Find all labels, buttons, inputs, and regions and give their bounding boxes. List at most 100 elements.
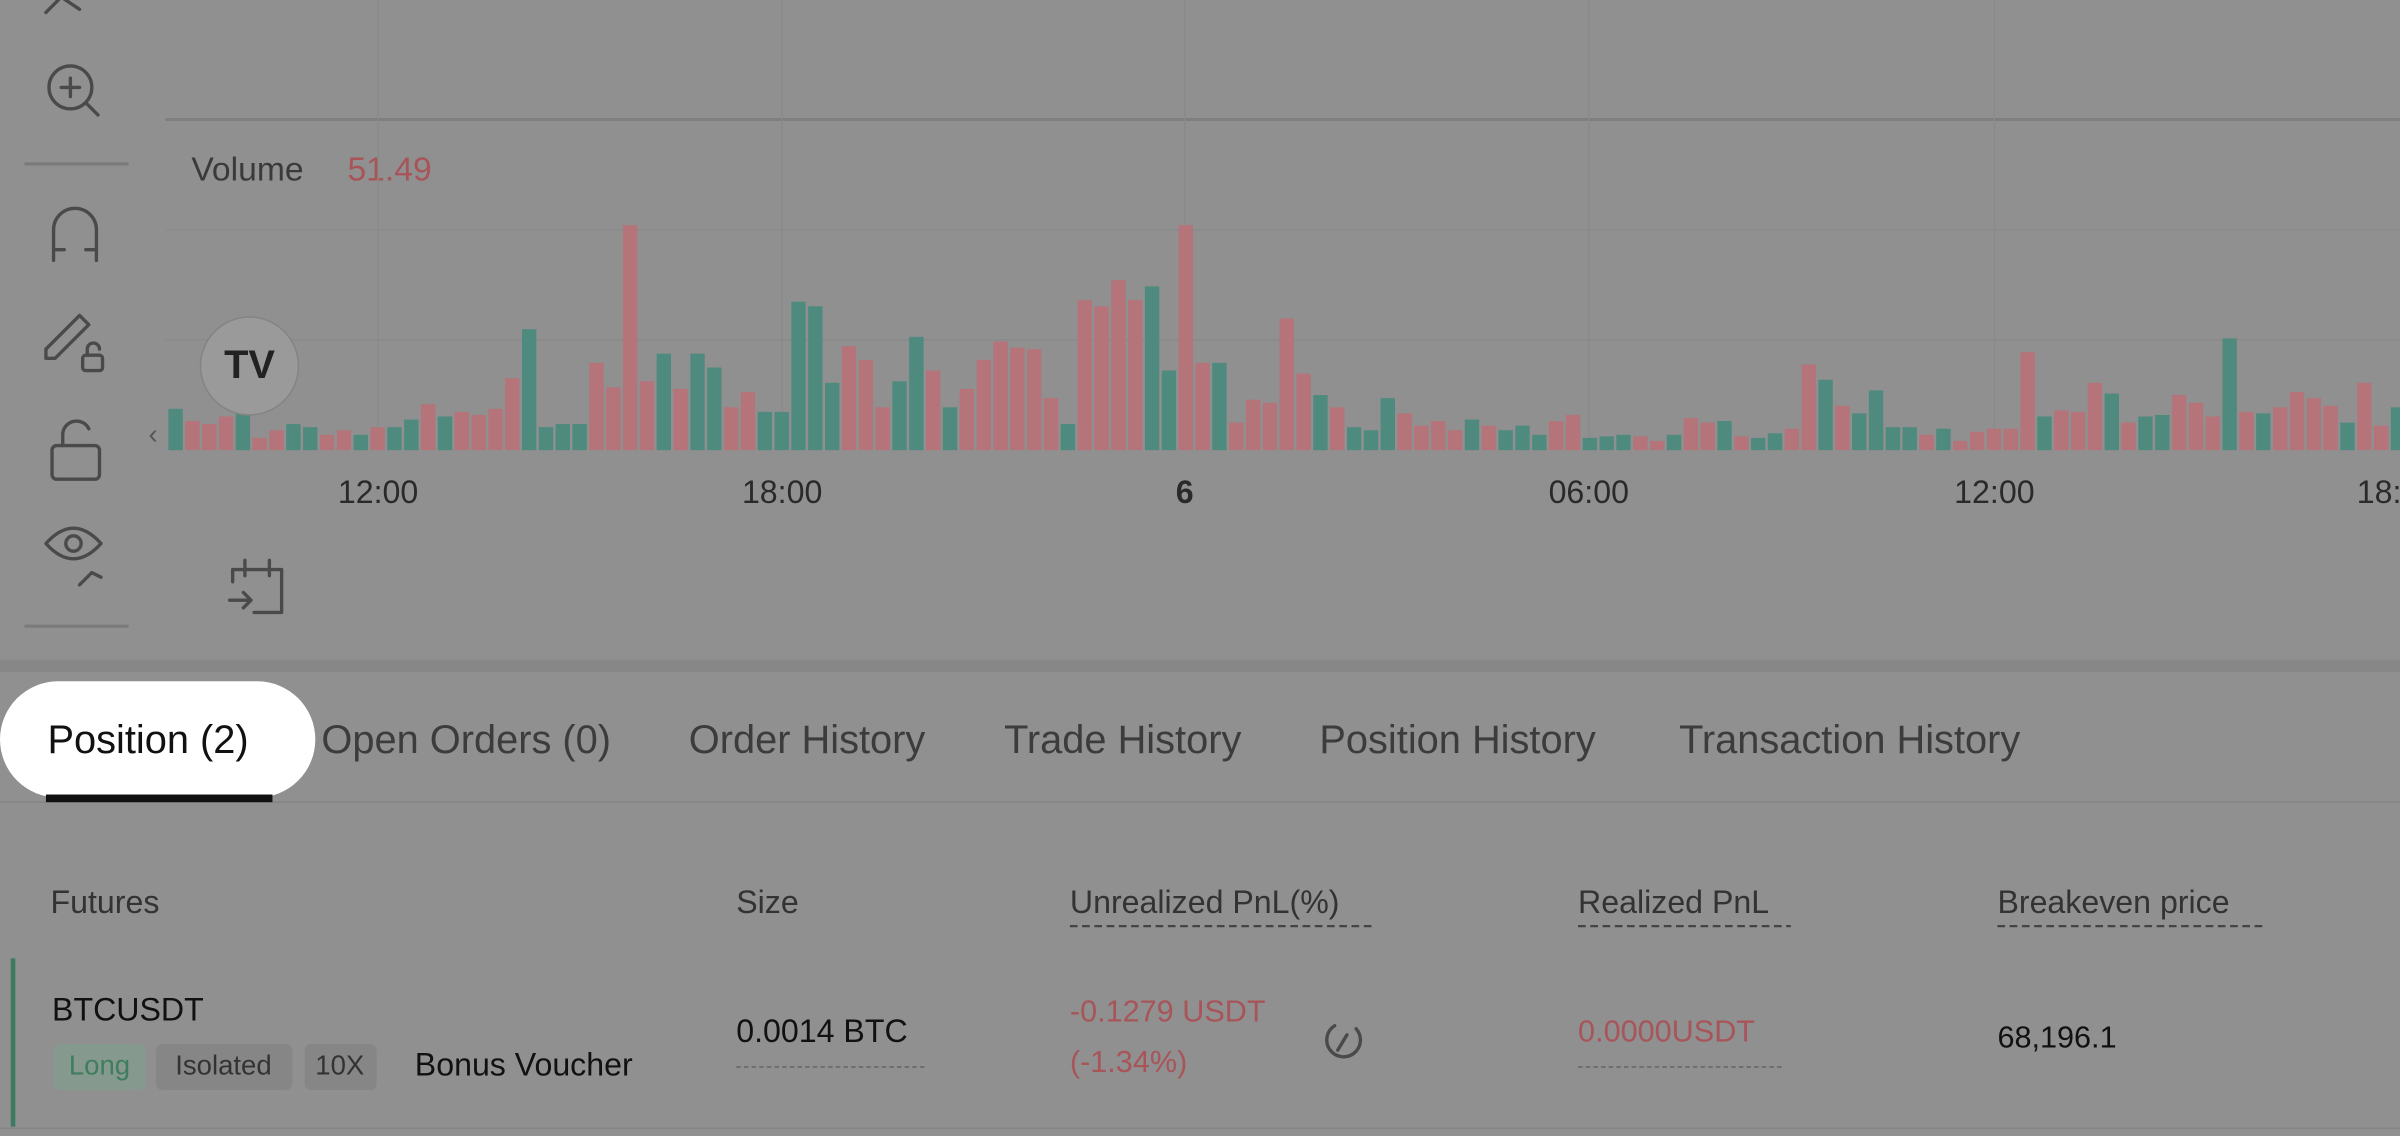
volume-bar xyxy=(858,359,874,451)
unrealized-pnl-pct: (-1.34%) xyxy=(1070,1045,1187,1079)
volume-bar xyxy=(926,370,941,451)
volume-bar xyxy=(1010,347,1025,451)
tag-bg xyxy=(304,1044,377,1090)
volume-bar xyxy=(2239,411,2254,451)
tab[interactable]: Position (2) xyxy=(47,718,248,762)
volume-bar xyxy=(2138,416,2153,451)
volume-bar xyxy=(808,306,823,451)
tab[interactable]: Trade History xyxy=(1004,718,1241,762)
volume-bar xyxy=(942,407,958,451)
lock-icon[interactable] xyxy=(50,419,102,481)
tag-bg xyxy=(53,1044,146,1090)
time-label: 12:00 xyxy=(338,474,418,510)
volume-bar xyxy=(471,414,486,451)
volume-bar xyxy=(1077,300,1092,451)
volume-bar xyxy=(1195,362,1210,451)
volume-bar xyxy=(488,408,503,451)
column-header: Realized PnL xyxy=(1578,884,1769,920)
volume-bar xyxy=(1582,437,1598,451)
zoom-icon[interactable] xyxy=(47,64,100,117)
volume-bar xyxy=(2020,352,2035,451)
volume-pane: Volume 51.49 12:00 18:00 6 06:00 12:00 18:00 xyxy=(165,0,2400,510)
volume-bar xyxy=(555,424,570,451)
draw-lock-icon[interactable] xyxy=(44,313,105,373)
volume-bar xyxy=(1818,379,1833,451)
volume-bar xyxy=(774,411,789,451)
volume-bar xyxy=(2323,405,2338,451)
volume-bar xyxy=(1178,225,1193,451)
volume-bar xyxy=(1481,425,1497,451)
volume-bar xyxy=(690,353,705,451)
volume-bar xyxy=(959,388,975,451)
goto-date-icon[interactable] xyxy=(227,558,284,615)
column-header: Futures xyxy=(51,884,160,920)
tab[interactable]: Transaction History xyxy=(1679,718,2020,762)
toolbar xyxy=(24,0,129,628)
volume-bar xyxy=(1498,430,1513,451)
volume-bar xyxy=(1380,398,1395,451)
volume-bar xyxy=(2037,416,2052,451)
volume-bar xyxy=(168,408,183,451)
volume-bar xyxy=(1027,349,1042,451)
magnet-icon[interactable] xyxy=(51,206,99,263)
breakeven-price: 68,196.1 xyxy=(1997,1021,2116,1055)
leverage-tag: 10X xyxy=(315,1049,364,1080)
volume-bar xyxy=(1902,427,1917,451)
volume-bar xyxy=(1953,440,1968,451)
tab[interactable]: Position History xyxy=(1319,718,1595,762)
volume-bar xyxy=(387,427,402,451)
volume-bar xyxy=(454,411,469,451)
volume-bar xyxy=(1313,395,1328,451)
volume-bar xyxy=(1717,421,1732,451)
volume-bar xyxy=(1094,306,1109,451)
side-tag: Long xyxy=(69,1049,130,1080)
share-icon[interactable] xyxy=(1325,1023,1363,1059)
volume-bar xyxy=(1885,427,1901,451)
unrealized-pnl: -0.1279 USDT xyxy=(1070,995,1266,1029)
tab-bar: Position (2) Open Orders (0) Order History… xyxy=(47,718,2020,762)
tab[interactable]: Open Orders (0) xyxy=(321,718,611,762)
realized-pnl: 0.0000USDT xyxy=(1578,1014,1755,1048)
volume-bar xyxy=(1633,436,1648,451)
volume-bar xyxy=(1565,414,1581,451)
volume-bar xyxy=(2340,422,2355,451)
tv-logo[interactable]: TV xyxy=(199,316,300,416)
volume-bar xyxy=(1279,318,1294,451)
volume-bar xyxy=(1043,398,1059,451)
volume-bar xyxy=(1650,440,1665,451)
volume-bar xyxy=(1464,419,1480,451)
volume-bar xyxy=(723,407,739,451)
volume-bar xyxy=(1060,424,1076,451)
volume-bar xyxy=(825,382,840,451)
volume-bar xyxy=(2390,407,2400,451)
volume-bar xyxy=(1532,434,1547,451)
time-label: 18:00 xyxy=(2357,474,2400,510)
volume-bar xyxy=(993,341,1008,451)
symbol[interactable]: BTCUSDT xyxy=(52,991,204,1027)
volume-bar xyxy=(1936,428,1951,451)
volume-bar xyxy=(606,387,621,451)
volume-bar xyxy=(1447,430,1463,451)
scroll-left[interactable]: ‹ xyxy=(148,419,157,450)
volume-bar xyxy=(1801,364,1816,451)
bonus-note: Bonus Voucher xyxy=(415,1046,633,1082)
time-label: 12:00 xyxy=(1954,474,2034,510)
volume-bar xyxy=(336,430,352,451)
volume-bar xyxy=(1599,436,1614,451)
volume-bar xyxy=(2289,391,2305,451)
volume-bar xyxy=(2188,402,2204,451)
volume-bar xyxy=(2205,416,2220,451)
highlight xyxy=(0,681,316,798)
tab[interactable]: Order History xyxy=(689,718,926,762)
eye-icon[interactable] xyxy=(44,526,103,587)
volume-bar xyxy=(1431,421,1446,451)
volume-bar xyxy=(2222,338,2237,451)
volume-bar xyxy=(1296,373,1311,451)
column-header: Size xyxy=(736,884,799,920)
volume-bar xyxy=(1414,425,1429,451)
time-label: 06:00 xyxy=(1549,474,1629,510)
volume-bar xyxy=(2357,382,2372,451)
volume-bar xyxy=(538,427,554,451)
ruler-icon[interactable] xyxy=(44,0,82,15)
